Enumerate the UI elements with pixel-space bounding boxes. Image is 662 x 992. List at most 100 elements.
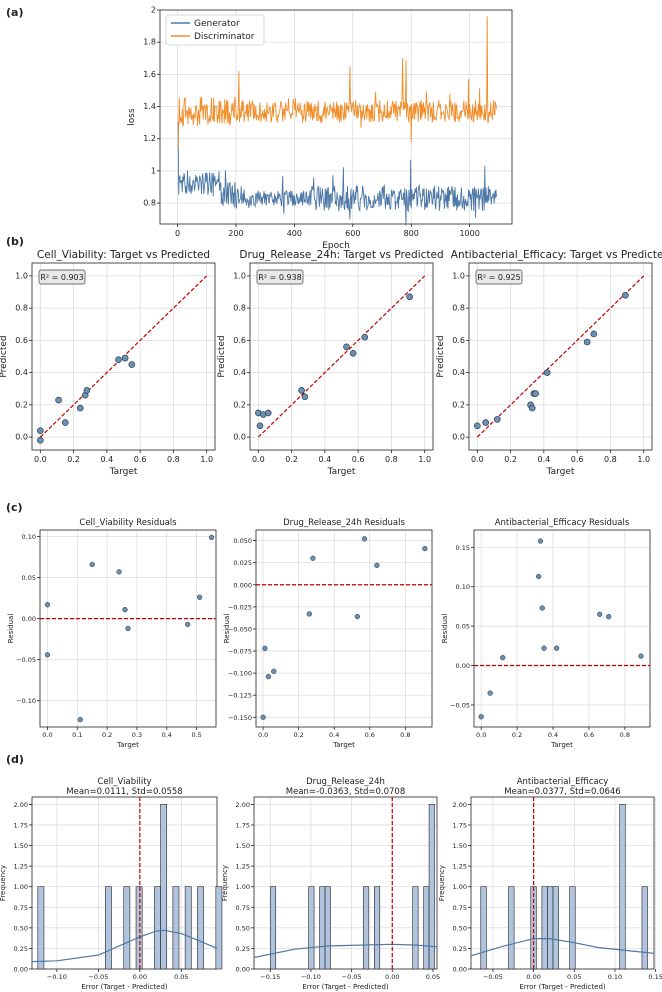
- chart-title: Cell_Viability: Target vs Predicted: [37, 249, 210, 261]
- histogram-bar: [428, 804, 435, 970]
- data-point: [406, 293, 414, 301]
- x-tick-label: 0.0: [258, 731, 268, 739]
- chart-title: Drug_Release_24h: Target vs Predicted: [239, 249, 443, 261]
- x-tick-label: 0.05: [174, 973, 188, 981]
- y-tick-label: 1.25: [236, 863, 250, 871]
- x-tick-label: 0.0: [476, 731, 486, 739]
- y-tick-label: 0.05: [22, 574, 36, 582]
- plot-frame: [473, 529, 651, 728]
- y-tick-label: 1.4: [143, 102, 156, 111]
- panel-label-a: (a): [6, 6, 23, 19]
- y-tick-label: 0.25: [453, 945, 467, 953]
- y-tick-label: −0.05: [450, 701, 470, 709]
- legend-label: Discriminator: [194, 32, 255, 42]
- y-tick-label: 1.50: [453, 842, 467, 850]
- y-axis-label: Residual: [7, 614, 15, 644]
- data-point: [590, 330, 598, 338]
- panel-label-b: (b): [6, 235, 24, 248]
- y-tick-label: 0.00: [456, 662, 470, 670]
- y-tick-label: 1.50: [236, 842, 250, 850]
- residual-point: [553, 645, 560, 651]
- x-tick-label: 0.10: [608, 973, 622, 981]
- discriminator-line: [177, 16, 497, 148]
- residual-point: [262, 645, 268, 652]
- residual-point: [44, 652, 51, 658]
- data-point: [76, 404, 84, 412]
- residual-point: [271, 668, 277, 674]
- x-tick-label: 600: [345, 229, 360, 238]
- loss-chart: 0 200 400 600 800 1000 0.8 1 1.2 1.4 1.6 1.8 2 Epoch l…: [127, 6, 513, 251]
- histogram-bar: [412, 886, 419, 970]
- data-point: [349, 349, 357, 357]
- histogram-bar: [547, 886, 554, 970]
- generator-line: [177, 122, 497, 226]
- y-tick-label: 0.4: [452, 368, 465, 377]
- residual-point: [44, 602, 51, 608]
- y-axis-label: Residual: [441, 614, 449, 644]
- histogram-bar: [641, 886, 648, 970]
- x-tick-label: 0.2: [285, 455, 298, 464]
- x-tick-label: 0.6: [365, 731, 375, 739]
- y-axis-label: loss: [127, 108, 137, 126]
- panel-label-c: (c): [6, 501, 23, 514]
- x-tick-label: 0.6: [584, 731, 594, 739]
- r2-annotation: R² = 0.938: [258, 273, 301, 282]
- histogram-bar: [184, 886, 192, 970]
- histogram-bar: [269, 886, 277, 970]
- data-point: [264, 409, 272, 417]
- y-tick-label: 0.00: [22, 615, 36, 623]
- x-tick-label: 0.8: [385, 455, 398, 464]
- y-tick-label: 1.0: [452, 271, 465, 280]
- residual-point: [478, 714, 484, 720]
- antibacterial-hist-chart: −0.05 0.00 0.05 0.10 0.15 0.00 0.25 0.50 0.75 1.0…: [438, 777, 662, 991]
- x-tick-label: 0.4: [100, 455, 113, 464]
- y-tick-label: 1.00: [453, 883, 467, 891]
- residual-point: [306, 611, 312, 617]
- x-tick-label: 0.4: [548, 731, 558, 739]
- chart-subtitle: Mean=-0.0363, Std=0.0708: [286, 787, 405, 797]
- y-tick-label: 0.000: [233, 581, 252, 589]
- chart-subtitle: Mean=0.0111, Std=0.0558: [66, 787, 182, 797]
- y-tick-label: −0.05: [16, 656, 36, 664]
- x-tick-label: 0.05: [426, 973, 440, 981]
- residual-point: [539, 605, 545, 611]
- histogram-bar: [308, 886, 315, 970]
- y-tick-label: 2: [151, 6, 156, 15]
- data-point: [298, 387, 305, 394]
- data-point: [55, 396, 62, 404]
- antibacterial-pred-chart: 0.0 0.2 0.4 0.6 0.8 1.0 0.0 0.2 0.4 0.6 0.8 1.0 Targ…: [436, 249, 662, 477]
- data-point: [256, 422, 264, 430]
- y-tick-label: 0.00: [14, 966, 28, 974]
- y-tick-label: 0.8: [143, 199, 156, 208]
- residual-point: [422, 545, 428, 552]
- residual-point: [541, 645, 547, 651]
- data-point: [37, 437, 44, 444]
- x-tick-label: −0.05: [342, 973, 362, 981]
- data-point: [343, 343, 350, 351]
- data-point: [83, 387, 91, 394]
- x-tick-label: 0.8: [167, 455, 180, 464]
- y-tick-label: 0.75: [236, 904, 250, 912]
- y-tick-label: −0.125: [228, 692, 252, 700]
- x-tick-label: 0.0: [471, 455, 484, 464]
- histogram-bar: [363, 886, 370, 970]
- chart-title: Drug_Release_24h Residuals: [283, 518, 405, 528]
- data-point: [493, 416, 501, 423]
- x-tick-label: 0.00: [526, 973, 540, 981]
- grid: [471, 797, 656, 970]
- chart-title: Drug_Release_24h: [306, 777, 385, 787]
- y-tick-label: 0.050: [233, 537, 252, 545]
- histogram-bar: [160, 804, 168, 970]
- x-tick-label: 0.4: [537, 455, 550, 464]
- residual-point: [310, 555, 316, 561]
- x-tick-label: 0.2: [102, 731, 112, 739]
- x-tick-label: 800: [404, 229, 419, 238]
- plot-frame: [249, 262, 434, 451]
- plot-frame: [470, 796, 655, 970]
- y-tick-label: 0.05: [456, 623, 470, 631]
- y-tick-label: 1.00: [14, 883, 28, 891]
- y-tick-label: 0.10: [22, 533, 36, 541]
- plot-frame: [159, 9, 513, 225]
- histogram-bar: [508, 886, 515, 970]
